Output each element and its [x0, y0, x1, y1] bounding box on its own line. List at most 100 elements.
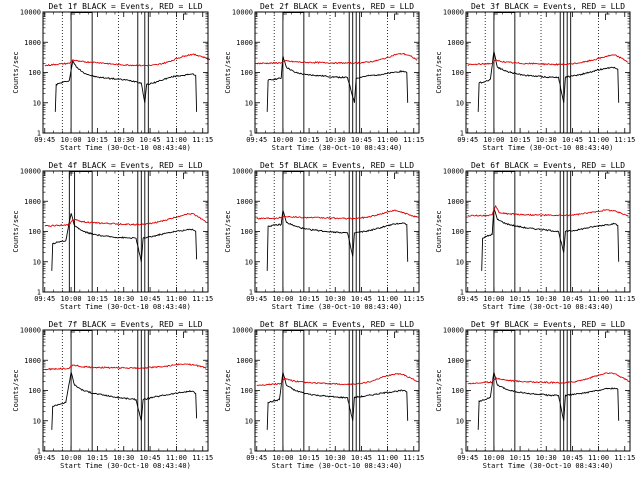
x-axis-label: Start Time (30-Oct-10 08:43:40) — [60, 144, 191, 152]
y-tick-label: 100 — [451, 387, 464, 395]
x-tick-label: 10:45 — [562, 295, 583, 303]
y-tick-label: 1 — [460, 130, 464, 138]
y-tick-label: 10 — [245, 417, 253, 425]
panel-title: Det 8f BLACK = Events, RED = LLD — [260, 320, 414, 329]
y-axis-label: Counts/sec — [224, 210, 232, 252]
lld-series-line — [467, 54, 629, 67]
x-tick-label: 10:00 — [483, 454, 504, 462]
y-tick-label: 10000 — [443, 327, 464, 335]
lld-series-line — [44, 363, 207, 371]
panel-title: Det 3f BLACK = Events, RED = LLD — [471, 2, 625, 11]
events-series-line — [266, 372, 409, 430]
bracket-marker — [183, 13, 188, 20]
x-tick-label: 09:45 — [34, 295, 55, 303]
x-tick-label: 11:00 — [166, 454, 187, 462]
panel-title: Det 1f BLACK = Events, RED = LLD — [48, 2, 202, 11]
x-tick-label: 10:15 — [510, 454, 531, 462]
y-tick-label: 1000 — [24, 39, 41, 47]
panel-6: Det 6f BLACK = Events, RED = LLD 1 10 100 10… — [435, 161, 635, 311]
plot-frame — [465, 11, 631, 134]
y-tick-label: 1 — [249, 448, 253, 456]
bracket-marker — [605, 172, 610, 179]
x-tick-label: 10:45 — [140, 295, 161, 303]
x-axis-label: Start Time (30-Oct-10 08:43:40) — [483, 303, 614, 311]
panel-2: Det 2f BLACK = Events, RED = LLD 1 10 100 10… — [224, 2, 424, 152]
panel-title: Det 5f BLACK = Events, RED = LLD — [260, 161, 414, 170]
x-tick-label: 09:45 — [246, 136, 267, 144]
x-tick-label: 11:15 — [614, 295, 635, 303]
x-tick-label: 10:15 — [299, 454, 320, 462]
bracket-marker — [282, 172, 287, 179]
plot-frame — [254, 170, 420, 293]
y-tick-label: 100 — [451, 69, 464, 77]
x-tick-label: 10:15 — [510, 295, 531, 303]
x-tick-label: 10:45 — [140, 454, 161, 462]
y-tick-label: 1000 — [236, 39, 253, 47]
y-tick-label: 100 — [451, 228, 464, 236]
y-tick-label: 1 — [460, 289, 464, 297]
x-tick-label: 10:45 — [562, 136, 583, 144]
y-tick-label: 1000 — [447, 198, 464, 206]
x-axis-label: Start Time (30-Oct-10 08:43:40) — [272, 144, 403, 152]
x-tick-label: 11:15 — [614, 454, 635, 462]
plot-frame — [465, 170, 631, 293]
y-tick-label: 10000 — [20, 9, 41, 17]
y-tick-label: 1 — [37, 448, 41, 456]
panel-4: Det 4f BLACK = Events, RED = LLD 1 10 100 10… — [12, 161, 213, 311]
y-tick-label: 10000 — [20, 168, 41, 176]
lld-series-line — [256, 52, 418, 65]
y-tick-label: 100 — [28, 228, 41, 236]
x-tick-label: 09:45 — [34, 454, 55, 462]
bracket-marker — [282, 13, 287, 20]
y-tick-label: 100 — [240, 69, 253, 77]
events-series-line — [51, 213, 198, 271]
x-tick-label: 09:45 — [34, 136, 55, 144]
lld-series-line — [256, 372, 418, 386]
y-tick-label: 10000 — [443, 9, 464, 17]
y-tick-label: 100 — [240, 228, 253, 236]
y-axis-label: Counts/sec — [12, 210, 20, 252]
x-tick-label: 10:30 — [325, 136, 346, 144]
y-tick-label: 10 — [456, 417, 464, 425]
y-axis-label: Counts/sec — [435, 210, 443, 252]
x-tick-label: 11:00 — [588, 295, 609, 303]
x-axis-label: Start Time (30-Oct-10 08:43:40) — [60, 462, 191, 470]
plot-frame — [42, 11, 209, 134]
panel-title: Det 4f BLACK = Events, RED = LLD — [48, 161, 202, 170]
plot-frame — [254, 329, 420, 452]
panel-7: Det 7f BLACK = Events, RED = LLD 1 10 100 10… — [12, 320, 213, 470]
y-axis-label: Counts/sec — [224, 51, 232, 93]
y-tick-label: 1000 — [236, 198, 253, 206]
x-tick-label: 10:00 — [61, 295, 82, 303]
lld-series-line — [44, 53, 211, 67]
x-axis-label: Start Time (30-Oct-10 08:43:40) — [60, 303, 191, 311]
x-tick-label: 09:45 — [457, 136, 478, 144]
x-tick-label: 10:00 — [272, 295, 293, 303]
x-tick-label: 11:00 — [588, 136, 609, 144]
bracket-marker — [70, 13, 76, 20]
x-tick-label: 10:30 — [325, 454, 346, 462]
x-tick-label: 10:00 — [272, 136, 293, 144]
x-tick-label: 10:30 — [325, 295, 346, 303]
x-tick-label: 11:00 — [166, 295, 187, 303]
x-tick-label: 10:00 — [61, 136, 82, 144]
x-tick-label: 10:45 — [562, 454, 583, 462]
y-tick-label: 10 — [456, 258, 464, 266]
x-tick-label: 11:15 — [192, 454, 213, 462]
x-tick-label: 11:15 — [403, 454, 424, 462]
x-tick-label: 10:45 — [140, 136, 161, 144]
y-tick-label: 10000 — [232, 327, 253, 335]
x-tick-label: 10:15 — [87, 295, 108, 303]
x-tick-label: 10:45 — [351, 454, 372, 462]
y-axis-label: Counts/sec — [12, 369, 20, 411]
y-tick-label: 1000 — [447, 357, 464, 365]
panel-title: Det 9f BLACK = Events, RED = LLD — [471, 320, 625, 329]
y-tick-label: 10 — [33, 258, 41, 266]
y-tick-label: 10000 — [443, 168, 464, 176]
y-axis-label: Counts/sec — [224, 369, 232, 411]
x-tick-label: 10:15 — [87, 136, 108, 144]
bracket-marker — [282, 331, 287, 338]
bracket-marker — [183, 331, 188, 338]
